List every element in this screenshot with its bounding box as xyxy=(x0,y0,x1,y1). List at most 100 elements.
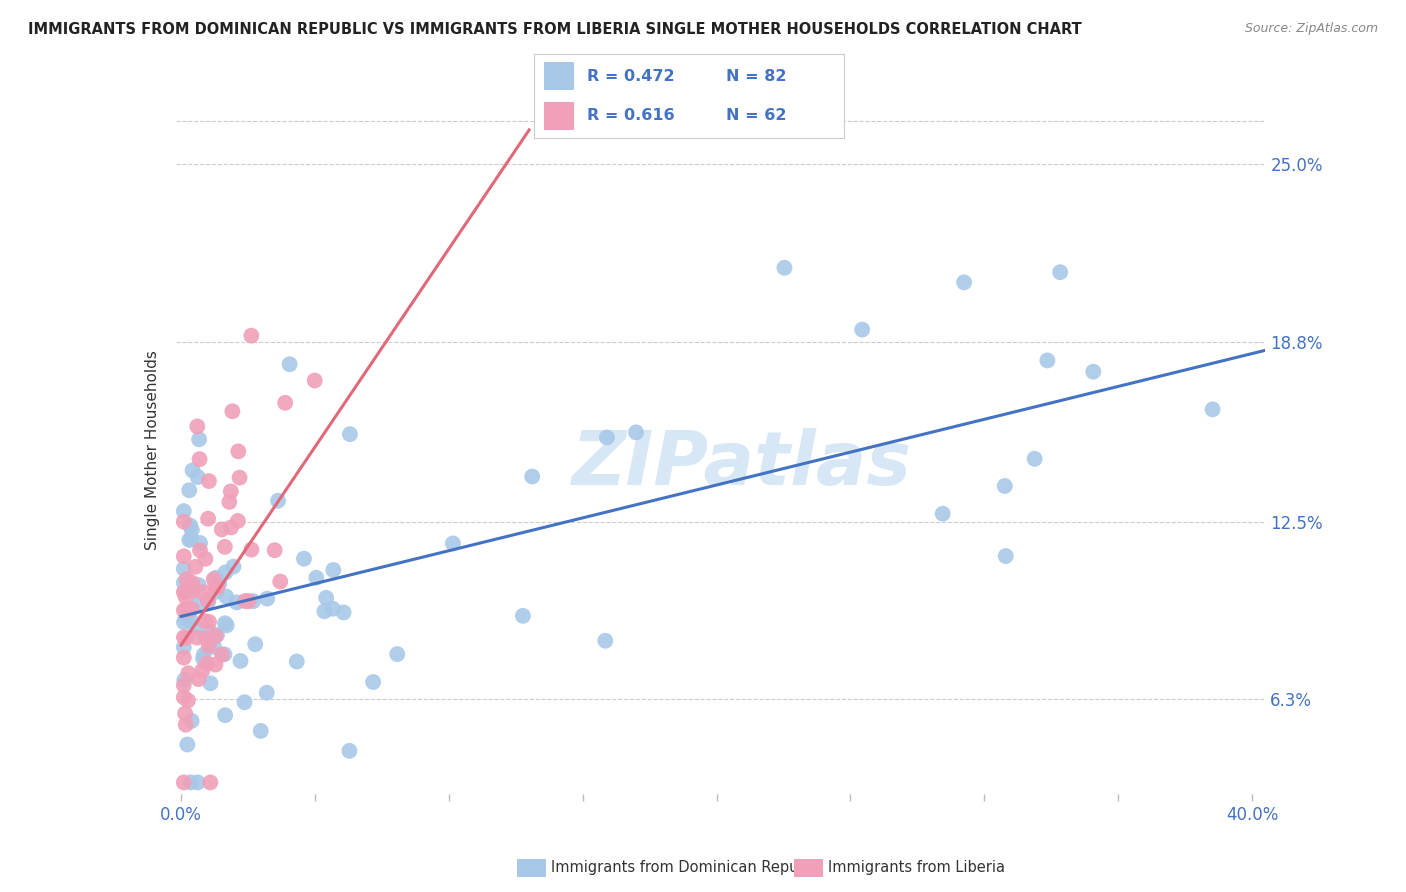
Point xyxy=(205,628,228,642)
Point xyxy=(256,686,278,700)
Point xyxy=(221,404,243,418)
Point xyxy=(181,583,204,598)
Point xyxy=(285,655,308,669)
Point xyxy=(180,532,202,546)
Point xyxy=(228,470,250,484)
Point xyxy=(242,594,264,608)
Point xyxy=(174,717,197,731)
Point xyxy=(177,693,200,707)
FancyBboxPatch shape xyxy=(544,102,575,130)
Point xyxy=(204,629,226,643)
Point xyxy=(173,504,195,518)
Point xyxy=(188,536,211,550)
Point xyxy=(173,775,195,789)
Point xyxy=(198,474,221,488)
Point xyxy=(173,630,195,644)
Point xyxy=(274,396,297,410)
Point xyxy=(214,648,236,662)
Text: ZIPatlas: ZIPatlas xyxy=(572,427,912,500)
Point xyxy=(173,673,195,687)
Point xyxy=(994,479,1017,493)
Point xyxy=(187,470,209,484)
Point xyxy=(191,651,214,665)
Point xyxy=(179,483,201,498)
Point xyxy=(176,572,198,586)
Point xyxy=(193,648,215,662)
Point xyxy=(322,563,344,577)
Point xyxy=(195,657,218,671)
Point xyxy=(1083,365,1105,379)
Point xyxy=(245,637,267,651)
Point xyxy=(208,576,231,591)
Point xyxy=(233,695,256,709)
Point xyxy=(177,574,200,589)
Point xyxy=(173,690,195,705)
Point xyxy=(173,575,195,590)
Point xyxy=(211,523,233,537)
Point xyxy=(593,633,616,648)
Point xyxy=(173,615,195,630)
Point xyxy=(197,512,219,526)
Text: IMMIGRANTS FROM DOMINICAN REPUBLIC VS IMMIGRANTS FROM LIBERIA SINGLE MOTHER HOUS: IMMIGRANTS FROM DOMINICAN REPUBLIC VS IM… xyxy=(28,22,1081,37)
Point xyxy=(173,640,195,655)
Point xyxy=(361,675,384,690)
Point xyxy=(179,518,201,533)
Point xyxy=(233,594,256,608)
Point xyxy=(229,654,252,668)
Point xyxy=(773,260,796,275)
Point xyxy=(207,580,229,594)
Point xyxy=(263,543,285,558)
Point xyxy=(176,602,198,616)
Point xyxy=(931,507,953,521)
Point xyxy=(194,614,217,628)
Point xyxy=(214,566,236,580)
Text: Immigrants from Liberia: Immigrants from Liberia xyxy=(828,861,1005,875)
Point xyxy=(1036,353,1059,368)
Point xyxy=(173,650,195,665)
Point xyxy=(186,419,208,434)
Point xyxy=(267,493,290,508)
Point xyxy=(953,276,976,290)
Point xyxy=(596,430,619,444)
Text: R = 0.472: R = 0.472 xyxy=(586,69,675,84)
Point xyxy=(204,579,226,593)
Point xyxy=(218,495,240,509)
Point xyxy=(180,614,202,628)
Point xyxy=(173,562,195,576)
Text: N = 62: N = 62 xyxy=(725,108,786,123)
Point xyxy=(174,706,197,721)
Point xyxy=(205,584,228,599)
Point xyxy=(197,639,219,653)
Point xyxy=(181,463,204,477)
Point xyxy=(187,578,209,592)
Point xyxy=(200,775,222,789)
Point xyxy=(851,322,873,336)
Point xyxy=(215,618,238,632)
Point xyxy=(187,775,209,789)
Point xyxy=(187,672,209,686)
Point xyxy=(181,575,204,590)
Point xyxy=(278,357,301,371)
Point xyxy=(173,603,195,617)
Point xyxy=(173,678,195,692)
Point xyxy=(249,723,271,738)
Point xyxy=(200,676,222,690)
Point xyxy=(188,432,211,446)
Point xyxy=(214,708,236,723)
Point xyxy=(174,631,197,645)
Point xyxy=(222,559,245,574)
Point xyxy=(315,591,337,605)
Point xyxy=(441,536,464,550)
Point xyxy=(173,549,195,564)
Point xyxy=(314,604,336,618)
Point xyxy=(198,615,221,629)
Point xyxy=(226,444,249,458)
Point xyxy=(211,648,233,662)
Point xyxy=(219,484,242,499)
Point xyxy=(1024,451,1046,466)
Point xyxy=(238,594,260,608)
Point xyxy=(174,611,197,625)
Point xyxy=(184,621,207,635)
Point xyxy=(180,602,202,616)
Point xyxy=(240,542,263,557)
